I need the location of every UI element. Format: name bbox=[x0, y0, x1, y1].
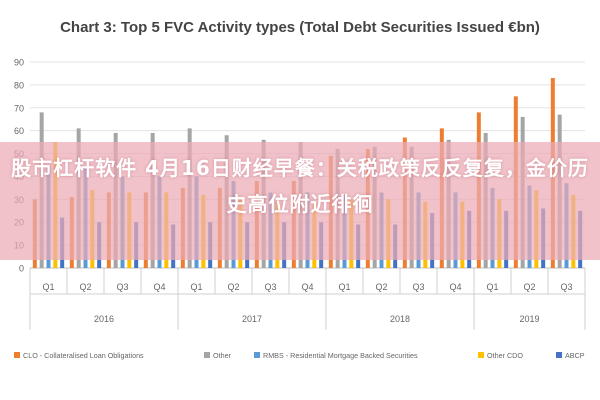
x-tick-label: Q1 bbox=[486, 282, 498, 292]
legend-swatch bbox=[478, 352, 484, 358]
legend-label: CLO - Collateralised Loan Obligations bbox=[23, 351, 144, 360]
x-tick-label: Q3 bbox=[412, 282, 424, 292]
y-tick-label: 60 bbox=[14, 126, 24, 136]
x-tick-label: Q1 bbox=[338, 282, 350, 292]
x-tick-label: Q3 bbox=[116, 282, 128, 292]
x-tick-label: Q2 bbox=[375, 282, 387, 292]
legend-label: Other bbox=[213, 351, 232, 360]
year-label: 2016 bbox=[94, 314, 114, 324]
x-tick-label: Q2 bbox=[523, 282, 535, 292]
legend-label: Other CDO bbox=[487, 351, 523, 360]
x-tick-label: Q2 bbox=[79, 282, 91, 292]
legend-label: RMBS - Residential Mortgage Backed Secur… bbox=[263, 351, 418, 360]
x-axis: Q1 Q2 Q3 Q4 Q1 Q2 Q3 Q4 Q1 Q2 Q3 Q4 Q1 Q2 Q3 2016 2017 20… bbox=[29, 268, 586, 330]
x-tick-label: Q3 bbox=[264, 282, 276, 292]
promo-banner-text: 股市杠杆软件 4月16日财经早餐：关税政策反反复复，金价历史高位附近徘徊 bbox=[11, 156, 589, 216]
x-tick-label: Q4 bbox=[153, 282, 165, 292]
x-tick-label: Q4 bbox=[301, 282, 313, 292]
x-tick-label: Q1 bbox=[42, 282, 54, 292]
x-tick-label: Q2 bbox=[227, 282, 239, 292]
y-tick-label: 70 bbox=[14, 103, 24, 113]
y-tick-label: 80 bbox=[14, 80, 24, 90]
promo-banner bbox=[0, 142, 600, 260]
legend-swatch bbox=[14, 352, 20, 358]
legend: CLO - Collateralised Loan Obligations Oth… bbox=[14, 351, 585, 360]
x-tick-label: Q1 bbox=[190, 282, 202, 292]
year-label: 2017 bbox=[242, 314, 262, 324]
y-tick-label: 0 bbox=[19, 264, 24, 274]
legend-label: ABCP bbox=[565, 351, 585, 360]
legend-swatch bbox=[556, 352, 562, 358]
x-tick-label: Q4 bbox=[449, 282, 461, 292]
y-tick-label: 90 bbox=[14, 58, 24, 68]
x-tick-label: Q3 bbox=[560, 282, 572, 292]
year-label: 2018 bbox=[390, 314, 410, 324]
year-label: 2019 bbox=[519, 314, 539, 324]
legend-swatch bbox=[204, 352, 210, 358]
chart-title: Chart 3: Top 5 FVC Activity types (Total… bbox=[60, 19, 540, 36]
legend-swatch bbox=[254, 352, 260, 358]
